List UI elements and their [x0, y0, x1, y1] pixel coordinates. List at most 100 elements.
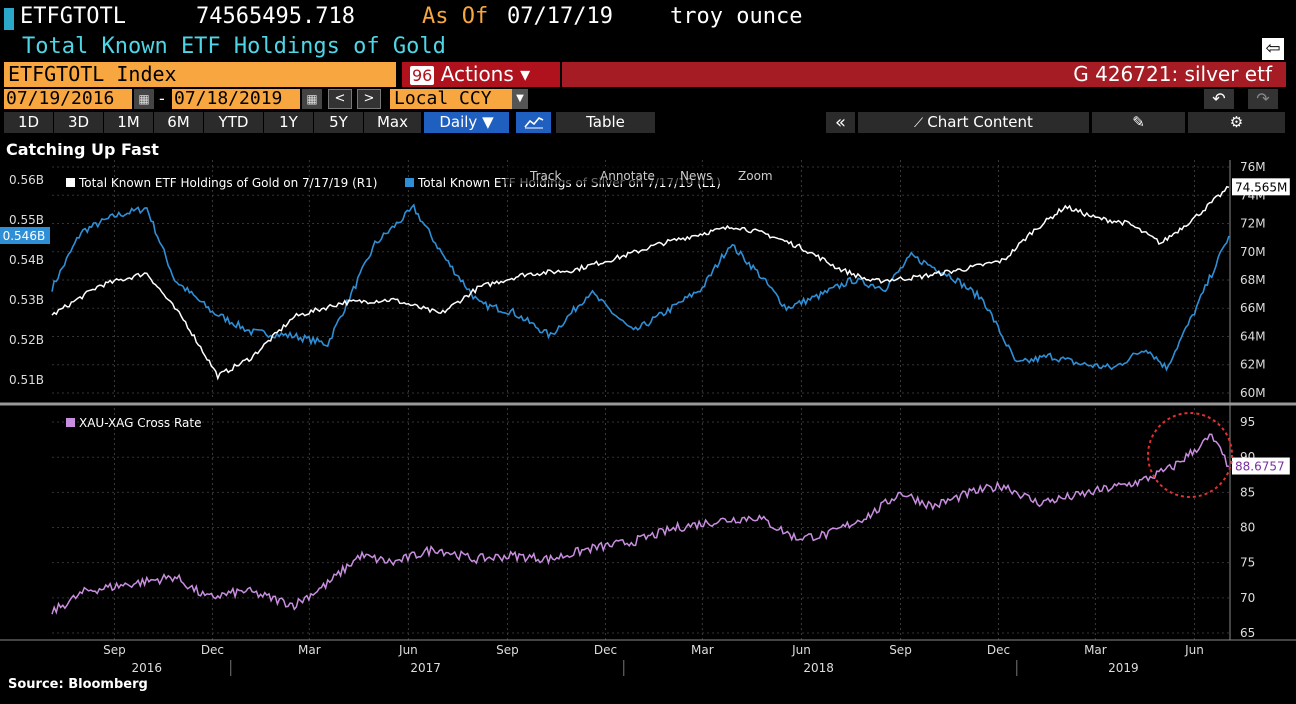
end-date-input[interactable]: 07/18/2019 [172, 89, 300, 109]
calendar-icon[interactable]: ▦ [134, 89, 154, 109]
gear-icon[interactable]: ⚙ [1188, 112, 1286, 133]
gold-last-value: 74.565M [1235, 180, 1287, 194]
collapse-icon[interactable]: « [826, 112, 856, 133]
security-marker [4, 8, 14, 30]
right-tick-label: 95 [1240, 415, 1255, 429]
ratio-last-value: 88.6757 [1235, 460, 1285, 474]
right-tick-label: 80 [1240, 521, 1255, 535]
unit-label: troy ounce [670, 4, 803, 29]
right-tick-label: 70 [1240, 591, 1255, 605]
left-tick-label: 0.52B [9, 333, 44, 347]
chart-tool-annotate: Annotate [600, 169, 655, 183]
ratio-last-value-bg [1232, 457, 1290, 475]
x-tick-label: Jun [791, 643, 811, 657]
x-tick-label: Jun [1184, 643, 1204, 657]
back-icon[interactable]: ⇦ [1262, 38, 1284, 60]
year-label: 2019 [1108, 661, 1139, 675]
as-of-label: As Of [422, 4, 489, 29]
year-label: 2017 [410, 661, 441, 675]
redo-icon[interactable]: ↷ [1248, 89, 1278, 109]
chart-tool-news: News [680, 169, 712, 183]
search-command[interactable]: G 426721: silver etf [562, 62, 1286, 87]
x-tick-label: Mar [298, 643, 321, 657]
x-tick-label: Jun [398, 643, 418, 657]
period-1d[interactable]: 1D [4, 112, 54, 133]
x-tick-label: Mar [691, 643, 714, 657]
chart-tools-bg [505, 166, 775, 184]
start-date-input[interactable]: 07/19/2016 [4, 89, 132, 109]
x-tick-label: Sep [496, 643, 519, 657]
left-tick-label: 0.56B [9, 173, 44, 187]
left-tick-label: 0.53B [9, 293, 44, 307]
x-tick-label: Sep [889, 643, 912, 657]
right-tick-label: 66M [1240, 301, 1266, 315]
last-value: 74565495.718 [196, 4, 355, 29]
right-tick-label: 76M [1240, 160, 1266, 174]
command-bar: ETFGTOTL Index 96 Actions ▾ G 426721: si… [0, 62, 1296, 88]
legend-label-ratio: XAU-XAG Cross Rate [79, 416, 202, 430]
security-description: Total Known ETF Holdings of Gold [22, 34, 446, 59]
undo-icon[interactable]: ↶ [1204, 89, 1234, 109]
right-tick-label: 60M [1240, 386, 1266, 400]
year-label: 2016 [131, 661, 162, 675]
chart-content-button[interactable]: ⟋ Chart Content [858, 112, 1090, 133]
right-tick-label: 85 [1240, 485, 1255, 499]
period-toolbar: 1D 3D 1M 6M YTD 1Y 5Y Max Daily ▼ Table … [0, 112, 1296, 134]
chart-content-label: Chart Content [927, 113, 1033, 131]
right-tick-label: 72M [1240, 217, 1266, 231]
x-tick-label: Dec [594, 643, 617, 657]
line-chart-icon[interactable] [516, 112, 552, 133]
arrow-right-icon[interactable]: > [357, 89, 381, 109]
frequency-select[interactable]: Daily ▼ [424, 112, 510, 133]
dropdown-icon[interactable]: ▼ [512, 89, 528, 109]
ticker: ETFGTOTL [20, 4, 126, 29]
legend-swatch-silver [405, 178, 414, 187]
period-ytd[interactable]: YTD [204, 112, 264, 133]
left-tick-label: 0.51B [9, 373, 44, 387]
highlight-circle [1147, 412, 1233, 498]
right-tick-label: 70M [1240, 245, 1266, 259]
x-tick-label: Dec [987, 643, 1010, 657]
chart-content-icon: ⟋ [914, 116, 928, 131]
edit-icon[interactable]: ✎ [1092, 112, 1186, 133]
actions-label: Actions ▾ [440, 62, 531, 86]
xau-xag-ratio-line [51, 433, 1230, 615]
period-1m[interactable]: 1M [104, 112, 154, 133]
left-tick-label: 0.55B [9, 213, 44, 227]
table-button[interactable]: Table [556, 112, 656, 133]
legend-swatch-gold [66, 178, 75, 187]
right-tick-label: 65 [1240, 626, 1255, 640]
left-tick-label: 0.54B [9, 253, 44, 267]
x-tick-label: Dec [201, 643, 224, 657]
date-range-bar: 07/19/2016 ▦ - 07/18/2019 ▦ < > Local CC… [0, 89, 1296, 111]
security-header: ETFGTOTL 74565495.718 As Of 07/17/19 tro… [0, 0, 1296, 36]
arrow-left-icon[interactable]: < [328, 89, 352, 109]
period-3d[interactable]: 3D [54, 112, 104, 133]
legend-label-gold: Total Known ETF Holdings of Gold on 7/17… [78, 176, 377, 190]
right-tick-label: 64M [1240, 329, 1266, 343]
actions-number: 96 [410, 66, 435, 85]
silver-holdings-line [51, 203, 1230, 372]
as-of-date: 07/17/19 [507, 4, 613, 29]
calendar-icon[interactable]: ▦ [302, 89, 322, 109]
chart-tool-track: Track [529, 169, 561, 183]
currency-select[interactable]: Local CCY [390, 89, 512, 109]
right-tick-label: 75 [1240, 556, 1255, 570]
period-1y[interactable]: 1Y [264, 112, 314, 133]
year-label: 2018 [803, 661, 834, 675]
period-6m[interactable]: 6M [154, 112, 204, 133]
gold-last-value-bg [1232, 178, 1290, 196]
period-max[interactable]: Max [364, 112, 422, 133]
right-tick-label: 62M [1240, 358, 1266, 372]
actions-menu[interactable]: 96 Actions ▾ [402, 62, 560, 87]
x-tick-label: Sep [103, 643, 126, 657]
index-field[interactable]: ETFGTOTL Index [4, 62, 396, 87]
source-label: Source: Bloomberg [8, 677, 148, 692]
gold-holdings-line [51, 185, 1230, 381]
period-5y[interactable]: 5Y [314, 112, 364, 133]
chart-title: Catching Up Fast [6, 140, 159, 159]
chart-area: Sep Dec Mar Jun Sep Dec Mar Jun Sep Dec Mar Jun 2016… [0, 160, 1296, 676]
right-tick-label: 68M [1240, 273, 1266, 287]
silver-last-value: 0.546B [3, 229, 46, 243]
silver-last-value-bg [0, 227, 51, 244]
